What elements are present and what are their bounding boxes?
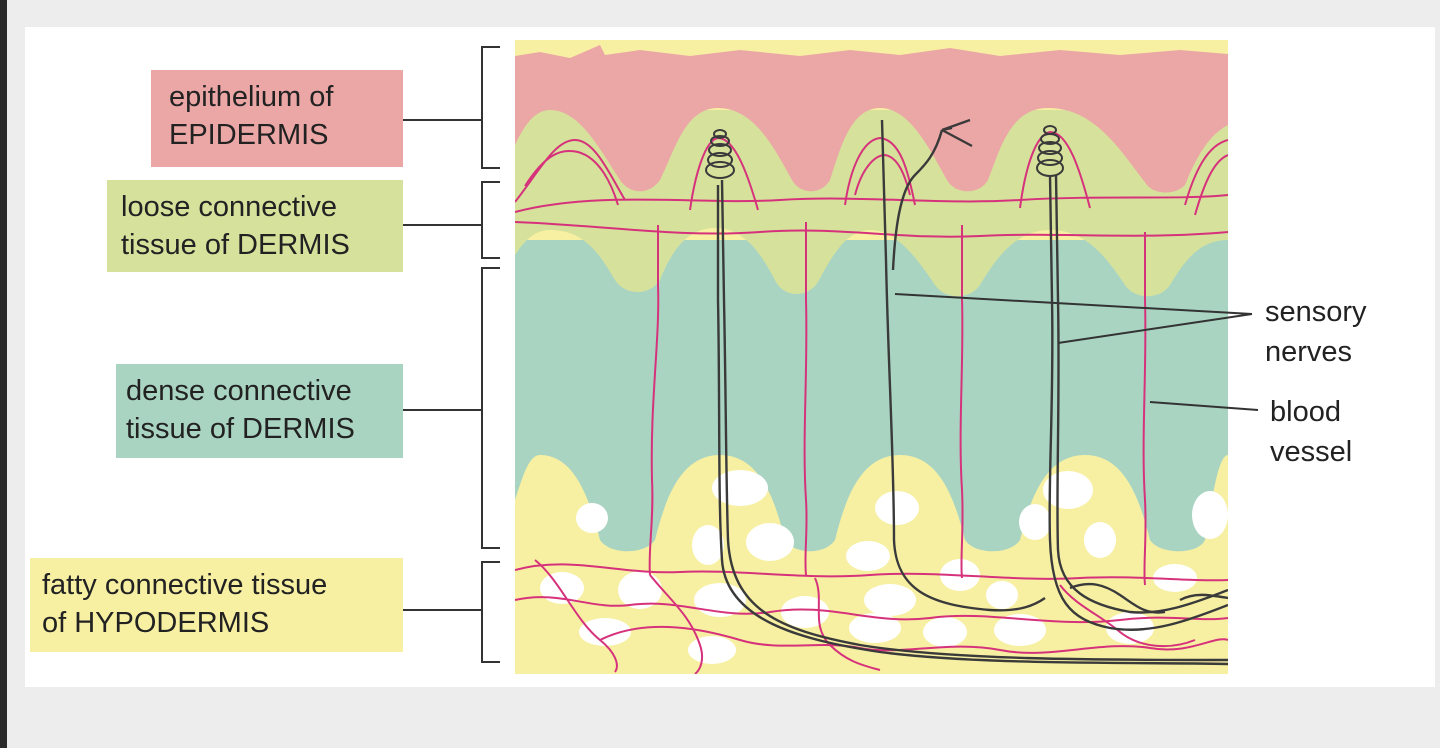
fat-cell xyxy=(1043,471,1093,509)
bracket-loose-dermis xyxy=(481,181,500,259)
blood-vessel xyxy=(814,577,881,671)
layer-brackets xyxy=(403,46,500,663)
nerve xyxy=(720,179,1228,662)
tissue-block xyxy=(515,40,1228,674)
fat-cell xyxy=(923,617,967,647)
blood-vessels xyxy=(515,130,1228,674)
blood-vessel xyxy=(524,150,619,206)
fat-cell xyxy=(746,523,794,561)
coiled-nerve-ending-icon xyxy=(1036,125,1064,177)
fat-cell xyxy=(849,613,901,643)
label-hypodermis-line-2: of HYPODERMIS xyxy=(42,607,270,639)
blood-vessel xyxy=(1059,584,1196,648)
fat-cell xyxy=(994,614,1046,646)
nerve xyxy=(941,118,973,148)
blood-vessel xyxy=(534,559,618,673)
fat-cell xyxy=(875,491,919,525)
loose-dermis-layer xyxy=(515,110,1228,297)
blood-vessel xyxy=(1142,232,1147,586)
fat-cell xyxy=(688,636,736,664)
label-epidermis: epithelium of EPIDERMIS xyxy=(151,70,403,167)
blood-vessel xyxy=(854,153,911,196)
fat-cell xyxy=(1084,522,1116,558)
fat-cell xyxy=(781,596,829,628)
blood-vessel xyxy=(599,625,1228,654)
label-dense-dermis-line-2: tissue of DERMIS xyxy=(126,413,355,445)
label-epidermis-line-2: EPIDERMIS xyxy=(169,119,329,151)
bracket-epidermis xyxy=(481,46,500,169)
fat-cell xyxy=(1192,491,1228,539)
blood-vessel xyxy=(515,563,1228,582)
epidermis-layer xyxy=(515,45,1228,193)
label-hypodermis-line-1: fatty connective tissue xyxy=(42,569,328,601)
bracket-hypodermis xyxy=(481,561,500,663)
label-dense-dermis-line-1: dense connective xyxy=(126,375,352,407)
callout-sensory-nerves: sensory nerves xyxy=(1265,292,1367,372)
blood-vessel xyxy=(959,225,964,579)
label-dense-dermis: dense connective tissue of DERMIS xyxy=(116,364,403,458)
callout-sensory-nerves-line-1: sensory xyxy=(1265,296,1367,328)
nerve xyxy=(716,185,1228,666)
nerve xyxy=(1048,174,1228,631)
fat-cell xyxy=(540,572,584,604)
sensory-nerves xyxy=(716,118,1228,666)
nerve xyxy=(891,129,944,271)
nerve xyxy=(1069,582,1166,614)
label-hypodermis: fatty connective tissue of HYPODERMIS xyxy=(30,558,403,652)
label-loose-dermis-line-1: loose connective xyxy=(121,191,338,223)
blood-vessel xyxy=(803,222,808,576)
fat-cell xyxy=(864,584,916,616)
fat-cell xyxy=(576,503,608,533)
blood-vessel xyxy=(1019,130,1091,209)
blood-vessel xyxy=(515,138,626,203)
blood-vessel xyxy=(1194,154,1228,216)
callout-blood-vessel: blood vessel xyxy=(1270,392,1352,472)
callout-sensory-nerves-line-2: nerves xyxy=(1265,336,1353,368)
leader-sensory-nerves-2 xyxy=(1057,313,1253,344)
dense-dermis-layer xyxy=(515,240,1228,552)
window-edge xyxy=(0,0,7,748)
callout-blood-vessel-line-2: vessel xyxy=(1270,436,1353,468)
fat-cell xyxy=(986,581,1018,609)
fat-cell xyxy=(579,618,631,646)
leader-blood-vessel xyxy=(1149,401,1259,411)
fat-cell xyxy=(1019,504,1051,540)
fat-cell xyxy=(1153,564,1197,592)
nerve xyxy=(880,119,1046,612)
label-loose-dermis-line-2: tissue of DERMIS xyxy=(121,229,350,261)
callout-blood-vessel-line-1: blood xyxy=(1270,396,1341,428)
bracket-dense-dermis xyxy=(481,267,500,549)
label-loose-dermis: loose connective tissue of DERMIS xyxy=(107,180,403,272)
blood-vessel xyxy=(515,596,1228,624)
blood-vessel xyxy=(649,574,704,674)
fat-cell xyxy=(692,525,724,565)
label-epidermis-line-1: epithelium of xyxy=(169,81,334,113)
leader-sensory-nerves-1 xyxy=(894,293,1253,315)
blood-vessel xyxy=(648,225,660,576)
nerve xyxy=(1179,593,1228,602)
blood-vessel xyxy=(515,221,1228,238)
coiled-nerve-ending-icon xyxy=(705,129,735,179)
blood-vessel xyxy=(844,136,916,206)
blood-vessel xyxy=(1184,139,1228,206)
callout-leaders xyxy=(894,293,1259,411)
fat-cell xyxy=(618,571,662,609)
fat-cell xyxy=(846,541,890,571)
nerve xyxy=(1054,174,1228,614)
